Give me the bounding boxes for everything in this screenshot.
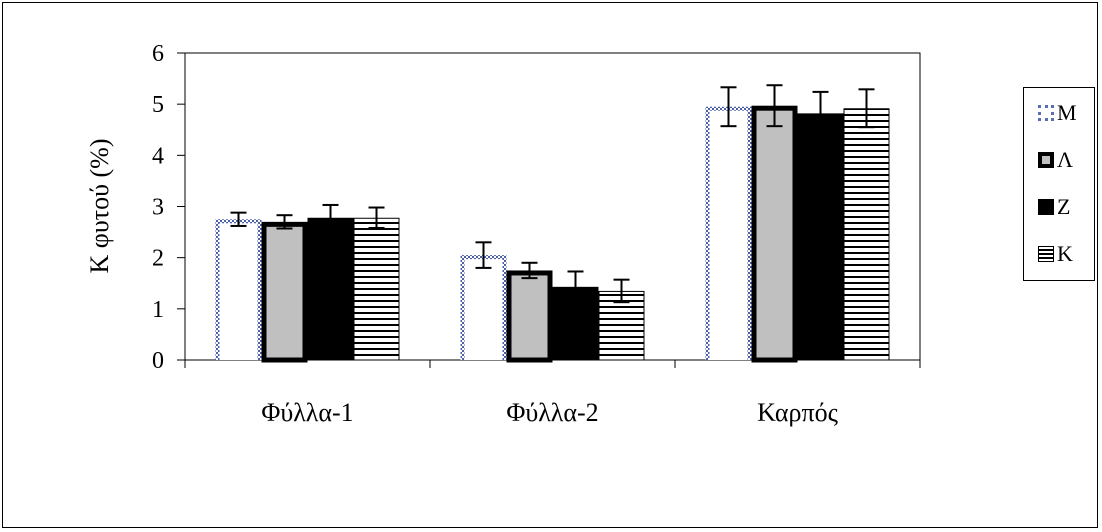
- legend-label: M: [1057, 100, 1077, 125]
- y-tick-label: 0: [152, 348, 164, 374]
- legend-swatch: [1038, 199, 1054, 215]
- y-tick-label: 6: [152, 41, 164, 67]
- error-bar: [322, 203, 339, 232]
- x-category-label: Καρπός: [757, 398, 839, 427]
- bar: [460, 255, 507, 360]
- legend-swatch: [1038, 105, 1054, 121]
- error-bar: [858, 88, 875, 129]
- x-category-label: Φύλλα-1: [261, 398, 353, 427]
- legend-item: M: [1038, 100, 1077, 126]
- bar: [705, 106, 752, 360]
- bar: [261, 221, 308, 363]
- legend-swatch: [1038, 152, 1054, 168]
- x-category-label: Φύλλα-2: [506, 398, 598, 427]
- error-bar: [812, 90, 829, 136]
- bar: [215, 219, 262, 360]
- bar-fill: [464, 259, 503, 360]
- legend-label: Z: [1057, 194, 1071, 219]
- bar: [751, 105, 798, 363]
- bar-fill: [709, 110, 748, 360]
- error-bar: [613, 278, 630, 304]
- error-bar: [766, 84, 783, 128]
- legend-item: Λ: [1038, 147, 1073, 173]
- y-axis-title: K φυτού (%): [85, 139, 114, 274]
- legend-item: Z: [1038, 194, 1070, 220]
- bar-fill: [219, 223, 258, 360]
- error-bar: [475, 241, 492, 269]
- y-tick-label: 2: [152, 246, 164, 272]
- y-axis: 0 1 2 3 4 5 6: [152, 41, 186, 374]
- legend-label: K: [1057, 241, 1073, 266]
- y-tick-label: 5: [152, 92, 164, 118]
- error-bar: [567, 270, 584, 304]
- legend-swatch: [1038, 246, 1054, 262]
- y-tick-label: 3: [152, 195, 164, 221]
- bars: [215, 105, 890, 363]
- y-tick-label: 4: [152, 143, 164, 169]
- y-tick-label: 1: [152, 297, 164, 323]
- error-bar: [230, 211, 247, 227]
- bar: [353, 217, 400, 361]
- error-bar: [521, 261, 538, 280]
- error-bar: [720, 86, 737, 128]
- x-axis: Φύλλα-1 Φύλλα-2 Καρπός: [184, 359, 921, 427]
- error-bar: [368, 206, 385, 229]
- error-bars: [230, 84, 875, 304]
- error-bar: [276, 214, 293, 230]
- bar: [797, 113, 844, 360]
- bar: [307, 217, 354, 360]
- bar: [843, 108, 890, 361]
- legend-item: K: [1038, 241, 1073, 267]
- legend-label: Λ: [1057, 147, 1073, 172]
- bar: [506, 270, 553, 363]
